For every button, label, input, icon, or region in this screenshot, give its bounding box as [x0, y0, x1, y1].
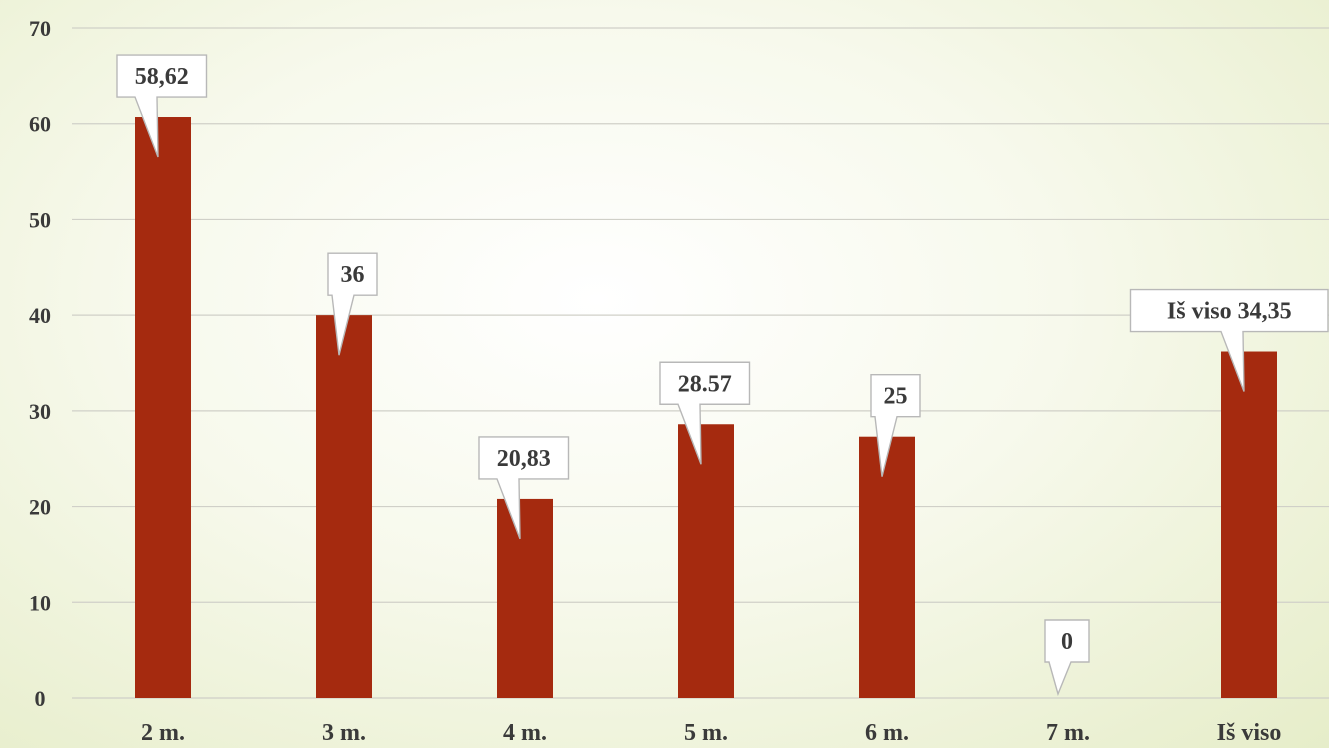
- data-label-callout: 0: [1044, 619, 1090, 697]
- data-label-callout: 58,62: [116, 54, 208, 158]
- data-label: 28.57: [678, 371, 732, 397]
- data-label-callout: 28.57: [659, 361, 751, 465]
- x-tick-label: Iš viso: [1217, 720, 1282, 746]
- data-label-callout: Iš viso 34,35: [1129, 288, 1329, 392]
- y-tick-label: 50: [29, 207, 51, 232]
- y-tick-label: 0: [35, 686, 46, 711]
- x-tick-label: 5 m.: [684, 720, 728, 746]
- data-label-callout: 36: [327, 252, 378, 356]
- data-label: 36: [341, 262, 365, 288]
- x-tick-label: 6 m.: [865, 720, 909, 746]
- data-label-callout: 20,83: [478, 436, 570, 540]
- y-tick-label: 20: [29, 495, 51, 520]
- callout-box: [870, 374, 921, 477]
- x-tick-label: 2 m.: [141, 720, 185, 746]
- callout-box: [659, 361, 751, 465]
- bar: [316, 315, 372, 698]
- callout-box: [478, 436, 570, 540]
- bar: [1221, 351, 1277, 698]
- callout-box: [1044, 619, 1090, 697]
- data-labels: 58,62 36 20,83 28.57 25 0 Iš viso 34,35: [116, 54, 1329, 697]
- y-tick-label: 10: [29, 590, 51, 615]
- data-label: 25: [884, 384, 908, 410]
- y-tick-label: 40: [29, 303, 51, 328]
- callout-box: [116, 54, 208, 158]
- x-tick-label: 7 m.: [1046, 720, 1090, 746]
- bar: [859, 436, 915, 698]
- y-tick-label: 70: [29, 16, 51, 41]
- data-label-callout: 25: [870, 374, 921, 477]
- data-label: Iš viso 34,35: [1167, 299, 1292, 325]
- x-tick-label: 3 m.: [322, 720, 366, 746]
- y-tick-label: 60: [29, 112, 51, 137]
- callout-box: [327, 252, 378, 356]
- callout-box: [1129, 288, 1329, 392]
- bars: [135, 117, 1277, 698]
- y-tick-label: 30: [29, 399, 51, 424]
- data-label: 58,62: [135, 64, 189, 90]
- x-tick-label: 4 m.: [503, 720, 547, 746]
- data-label: 0: [1061, 629, 1073, 655]
- x-axis: 2 m. 3 m. 4 m. 5 m. 6 m. 7 m. Iš viso: [141, 720, 1281, 746]
- bar: [135, 117, 191, 698]
- data-label: 20,83: [497, 446, 551, 472]
- bar: [678, 424, 734, 698]
- y-axis: 0 10 20 30 40 50 60 70: [29, 16, 51, 711]
- bar: [497, 498, 553, 698]
